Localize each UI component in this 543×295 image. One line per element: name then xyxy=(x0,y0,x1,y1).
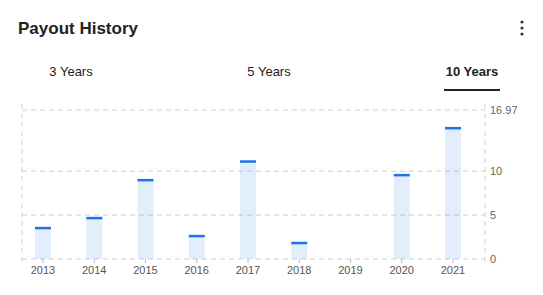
bar-cap xyxy=(35,227,51,230)
x-tick-label: 2017 xyxy=(236,264,260,276)
tab-underline xyxy=(444,89,500,91)
bar xyxy=(240,162,256,259)
bar xyxy=(189,236,205,259)
bar xyxy=(394,175,410,259)
x-tick-label: 2015 xyxy=(133,264,157,276)
x-tick xyxy=(43,259,44,263)
bar xyxy=(445,128,461,259)
chart-widget: Payout History 3 Years 5 Years 10 Years 0 5 10… xyxy=(0,0,543,295)
frame-line xyxy=(22,104,23,264)
tab[interactable]: 10 Years xyxy=(446,64,499,79)
y-tick-label: 5 xyxy=(490,209,496,221)
y-tick-label: 10 xyxy=(490,165,502,177)
bars xyxy=(35,128,461,259)
x-tick xyxy=(248,259,249,263)
bar-cap xyxy=(138,179,154,182)
x-tick-label: 2021 xyxy=(441,264,465,276)
bar-cap xyxy=(189,235,205,238)
menu-dot xyxy=(520,20,523,23)
bar-cap xyxy=(394,174,410,177)
bar xyxy=(291,243,307,259)
bar xyxy=(35,228,51,259)
grid-line xyxy=(22,110,485,111)
bar-cap xyxy=(240,160,256,163)
frame-line xyxy=(485,104,486,264)
x-tick-label: 2020 xyxy=(390,264,414,276)
x-tick-label: 2013 xyxy=(31,264,55,276)
x-tick xyxy=(145,259,146,263)
x-tick-label: 2014 xyxy=(82,264,106,276)
title: Payout History xyxy=(18,19,139,38)
bar xyxy=(86,218,102,259)
tab[interactable]: 3 Years xyxy=(49,64,93,79)
x-tick-label: 2016 xyxy=(185,264,209,276)
menu-icon[interactable] xyxy=(520,20,523,35)
x-tick xyxy=(401,259,402,263)
menu-dot xyxy=(520,26,523,29)
menu-dot xyxy=(520,32,523,35)
bar-cap xyxy=(445,127,461,130)
bar xyxy=(138,180,154,259)
x-tick xyxy=(453,259,454,263)
x-tick xyxy=(196,259,197,263)
y-tick-label: 0 xyxy=(490,253,496,265)
bar-cap xyxy=(86,217,102,220)
x-tick-label: 2019 xyxy=(338,264,362,276)
x-tick xyxy=(94,259,95,263)
y-tick-label: 16.97 xyxy=(490,104,518,116)
x-tick-label: 2018 xyxy=(287,264,311,276)
x-tick xyxy=(350,259,351,263)
tab[interactable]: 5 Years xyxy=(247,64,291,79)
bar-cap xyxy=(291,242,307,245)
x-tick xyxy=(299,259,300,263)
